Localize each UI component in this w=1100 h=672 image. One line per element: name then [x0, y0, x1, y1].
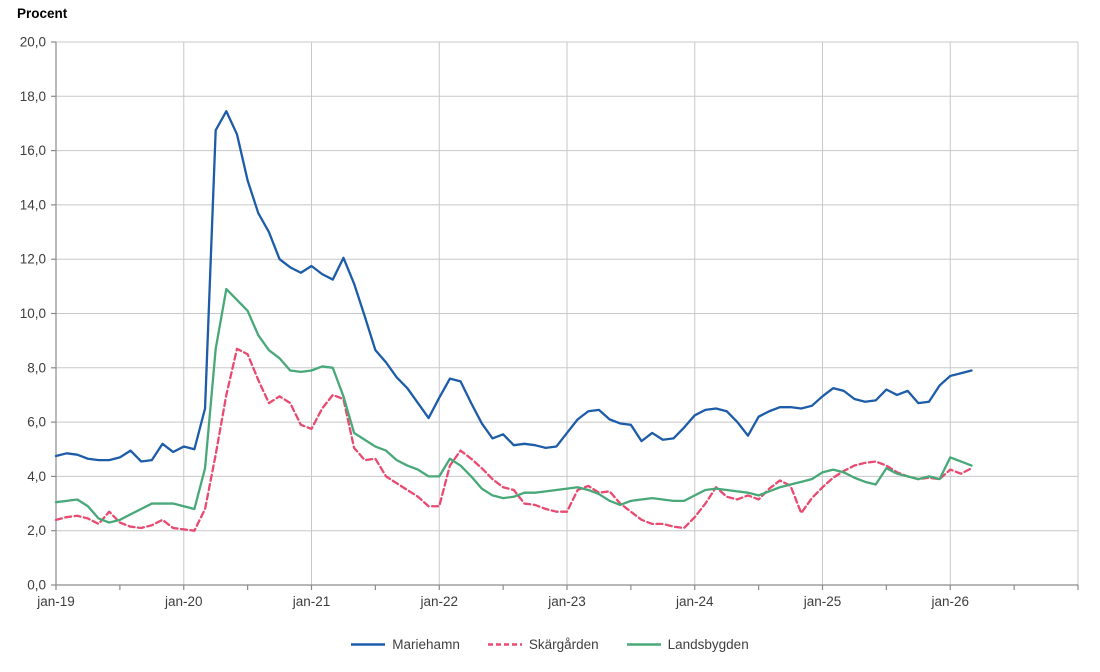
x-tick-label: jan-23: [547, 594, 586, 609]
series-line-skärgården: [54, 347, 973, 532]
chart-legend: Mariehamn Skärgården Landsbygden: [0, 637, 1100, 652]
y-tick-label: 0,0: [27, 578, 46, 593]
legend-item-landsbygden: Landsbygden: [626, 637, 749, 652]
y-tick-label: 4,0: [27, 469, 46, 484]
mariehamn-line-swatch-icon: [351, 643, 386, 646]
y-tick-label: 18,0: [20, 89, 46, 104]
legend-item-skargarden: Skärgården: [487, 637, 599, 652]
skargarden-dashed-line-swatch-icon: [487, 643, 522, 646]
y-tick-label: 6,0: [27, 415, 46, 430]
y-tick-label: 2,0: [27, 523, 46, 538]
legend-label-skargarden: Skärgården: [528, 637, 599, 652]
landsbygden-line-swatch-icon: [626, 643, 661, 646]
x-tick-label: jan-20: [164, 594, 203, 609]
x-tick-label: jan-19: [36, 594, 75, 609]
x-tick-label: jan-24: [675, 594, 714, 609]
x-tick-label: jan-26: [930, 594, 969, 609]
y-axis-title: Procent: [17, 6, 68, 21]
x-tick-label: jan-25: [803, 594, 842, 609]
legend-label-mariehamn: Mariehamn: [392, 637, 460, 652]
legend-label-landsbygden: Landsbygden: [667, 637, 749, 652]
y-tick-label: 14,0: [20, 197, 46, 212]
y-tick-label: 10,0: [20, 306, 46, 321]
y-tick-label: 12,0: [20, 252, 46, 267]
series-line-landsbygden: [54, 287, 973, 524]
legend-item-mariehamn: Mariehamn: [351, 637, 460, 652]
x-tick-label: jan-21: [292, 594, 331, 609]
y-tick-label: 20,0: [20, 35, 46, 50]
x-tick-label: jan-22: [419, 594, 458, 609]
series-line-mariehamn: [54, 110, 973, 463]
y-tick-label: 16,0: [20, 143, 46, 158]
y-tick-label: 8,0: [27, 360, 46, 375]
